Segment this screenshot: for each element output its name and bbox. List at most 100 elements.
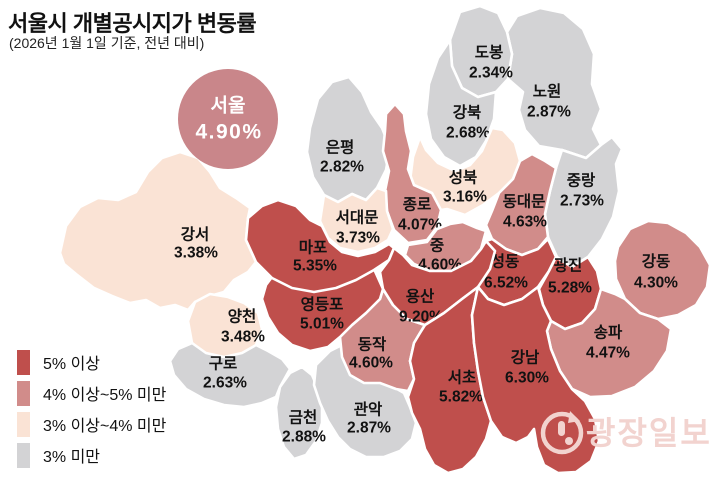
district-nowon: 노원 2.87% bbox=[505, 6, 603, 160]
district-gangnam: 강남 6.30% bbox=[470, 285, 601, 475]
district-gangnam-area bbox=[470, 285, 601, 475]
district-yangcheon: 양천 3.48% bbox=[186, 292, 265, 361]
district-value: 2.88% bbox=[282, 429, 326, 446]
district-label: 성동 bbox=[491, 253, 520, 271]
legend-row-4to5: 4% 이상~5% 미만 bbox=[17, 380, 166, 406]
district-dobong: 도봉 2.34% bbox=[448, 4, 514, 99]
logo-bar bbox=[558, 421, 565, 436]
district-gangseo-area bbox=[58, 150, 258, 312]
district-label: 마포 bbox=[299, 239, 328, 257]
legend-swatch-4to5 bbox=[17, 380, 30, 406]
district-label: 동대문 bbox=[503, 193, 546, 211]
district-label: 금천 bbox=[289, 409, 318, 427]
district-jung: 중 4.60% bbox=[403, 220, 488, 274]
district-label: 중랑 bbox=[567, 171, 596, 190]
district-value: 3.38% bbox=[174, 245, 218, 262]
district-value: 3.48% bbox=[221, 329, 265, 346]
district-label: 서초 bbox=[448, 369, 477, 387]
district-label: 영등포 bbox=[301, 296, 344, 314]
district-value: 2.73% bbox=[560, 193, 604, 210]
district-label: 강서 bbox=[181, 226, 210, 244]
district-seodaemun-area bbox=[318, 186, 395, 254]
district-label: 성북 bbox=[449, 169, 478, 187]
district-value: 4.07% bbox=[398, 217, 442, 234]
district-yeongdeungpo: 영등포 5.01% bbox=[260, 267, 385, 353]
legend-row-ge5: 5% 이상 bbox=[17, 349, 166, 375]
district-value: 2.87% bbox=[527, 104, 571, 121]
legend-label: 4% 이상~5% 미만 bbox=[43, 387, 167, 404]
district-label: 강북 bbox=[453, 104, 482, 122]
district-eunpyeong-area bbox=[305, 75, 392, 204]
badge-city-name: 서울 bbox=[211, 95, 246, 117]
district-value: 2.87% bbox=[347, 420, 391, 437]
district-jongno: 종로 4.07% bbox=[381, 102, 443, 245]
district-seodaemun: 서대문 3.73% bbox=[318, 186, 395, 254]
district-gwanak: 관악 2.87% bbox=[312, 343, 418, 459]
district-label: 강동 bbox=[642, 253, 671, 271]
district-dongdaemun: 동대문 4.63% bbox=[484, 152, 558, 257]
logo-notch bbox=[568, 411, 580, 423]
district-label: 용산 bbox=[406, 288, 435, 306]
seoul-average-badge: 서울 4.90% bbox=[178, 69, 278, 169]
district-mapo: 마포 5.35% bbox=[244, 198, 396, 294]
newspaper-logo-icon bbox=[540, 411, 584, 455]
district-gangseo: 강서 3.38% bbox=[58, 150, 258, 312]
district-value: 5.82% bbox=[439, 389, 483, 406]
district-gangdong-area bbox=[613, 219, 712, 321]
legend-swatch-lt3 bbox=[17, 442, 30, 468]
district-label: 노원 bbox=[533, 83, 562, 101]
legend-label: 3% 이상~4% 미만 bbox=[43, 418, 167, 435]
watermark: 광장일보 bbox=[540, 411, 712, 455]
legend-row-3to4: 3% 이상~4% 미만 bbox=[17, 411, 166, 437]
district-value: 2.82% bbox=[320, 159, 364, 176]
district-value: 4.60% bbox=[349, 355, 393, 372]
legend-label: 5% 이상 bbox=[43, 356, 101, 373]
district-label: 양천 bbox=[228, 308, 257, 326]
district-value: 2.63% bbox=[203, 375, 247, 392]
district-gangdong: 강동 4.30% bbox=[613, 219, 712, 321]
district-label: 관악 bbox=[354, 400, 383, 419]
district-label: 종로 bbox=[403, 196, 432, 214]
district-guro-area bbox=[168, 341, 292, 409]
logo-ring bbox=[540, 411, 584, 455]
district-geumcheon: 금천 2.88% bbox=[274, 365, 326, 461]
page-title: 서울시 개별공시지가 변동률 bbox=[8, 11, 257, 36]
district-value: 2.34% bbox=[469, 65, 513, 82]
badge-circle bbox=[178, 69, 278, 169]
district-value: 3.16% bbox=[443, 189, 487, 206]
district-value: 4.60% bbox=[418, 257, 462, 274]
district-value: 3.73% bbox=[336, 230, 380, 247]
watermark-text: 광장일보 bbox=[586, 415, 712, 451]
legend-row-lt3: 3% 미만 bbox=[17, 442, 166, 468]
district-value: 5.01% bbox=[300, 316, 344, 333]
legend-swatch-3to4 bbox=[17, 411, 30, 437]
page-subtitle: (2026년 1월 1일 기준, 전년 대비) bbox=[9, 35, 205, 51]
district-eunpyeong: 은평 2.82% bbox=[305, 75, 392, 204]
district-label: 동작 bbox=[358, 336, 387, 354]
district-label: 중 bbox=[430, 237, 444, 255]
badge-city-value: 4.90% bbox=[195, 121, 262, 144]
legend-label: 3% 미만 bbox=[43, 449, 101, 466]
district-value: 6.30% bbox=[505, 370, 549, 387]
district-value: 4.47% bbox=[586, 345, 630, 362]
district-label: 은평 bbox=[326, 139, 355, 157]
legend: 5% 이상 4% 이상~5% 미만 3% 이상~4% 미만 3% 미만 bbox=[17, 349, 166, 473]
district-geumcheon-area bbox=[274, 365, 324, 461]
district-jungnang: 중랑 2.73% bbox=[543, 135, 624, 269]
district-value: 6.52% bbox=[484, 275, 528, 292]
district-value: 2.68% bbox=[446, 125, 490, 142]
district-label: 서대문 bbox=[336, 209, 379, 227]
district-mapo-area bbox=[244, 198, 396, 294]
district-yongsan-area bbox=[378, 239, 497, 327]
district-jongno-area bbox=[381, 102, 443, 245]
legend-swatch-ge5 bbox=[17, 349, 30, 375]
district-label: 강남 bbox=[511, 349, 540, 367]
district-label: 광진 bbox=[554, 256, 583, 275]
district-songpa: 송파 4.47% bbox=[545, 287, 673, 399]
district-gangbuk: 강북 2.68% bbox=[424, 38, 498, 168]
district-label: 구로 bbox=[209, 355, 238, 373]
district-guro: 구로 2.63% bbox=[168, 341, 292, 409]
logo-dot bbox=[565, 437, 573, 445]
